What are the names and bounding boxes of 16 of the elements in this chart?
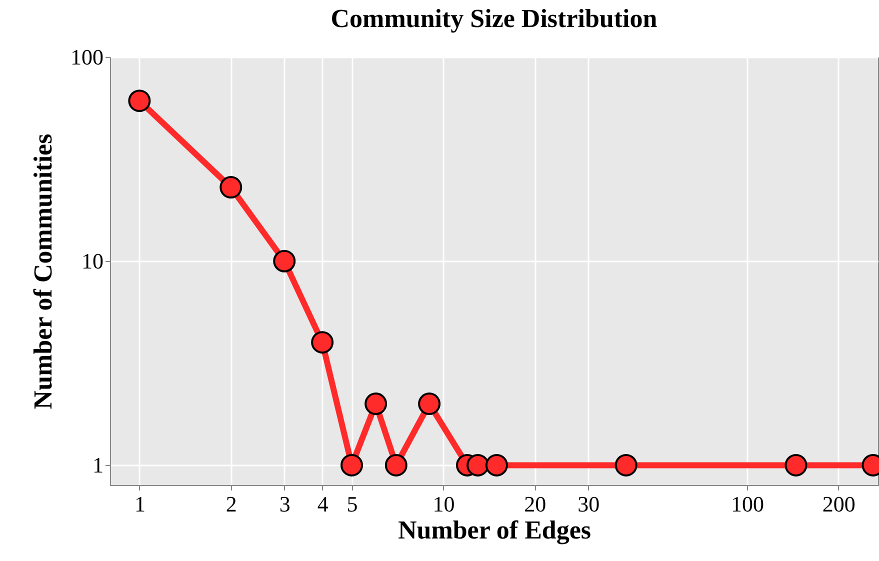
x-tick-label: 200 (822, 492, 856, 516)
y-tick-label: 10 (82, 248, 104, 274)
x-tick-label: 100 (730, 492, 764, 516)
x-tick-label: 2 (226, 492, 237, 516)
y-tick-label: 1 (92, 452, 104, 478)
x-tick-label: 4 (317, 492, 328, 516)
x-tick-label: 5 (346, 492, 358, 516)
y-axis-title: Number of Communities (28, 134, 58, 410)
chart-title: Community Size Distribution (330, 4, 658, 33)
x-tick-label: 3 (279, 492, 290, 516)
x-tick-label: 1 (134, 492, 146, 516)
x-tick-label: 20 (524, 492, 546, 516)
x-axis-title: Number of Edges (398, 516, 592, 544)
x-tick-label: 10 (432, 492, 455, 516)
x-tick-label: 30 (578, 492, 600, 516)
y-tick-label: 100 (70, 44, 104, 70)
